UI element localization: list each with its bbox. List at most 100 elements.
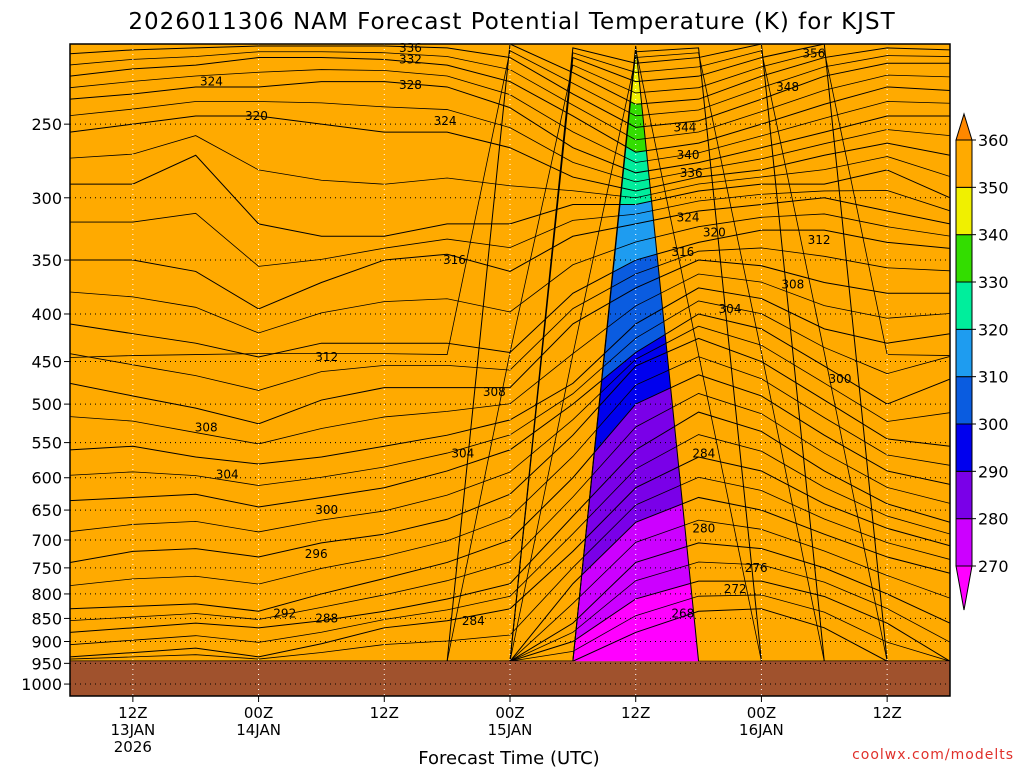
colorbar-label: 340 xyxy=(978,226,1009,245)
y-tick-label: 250 xyxy=(31,115,62,134)
colorbar-segment xyxy=(955,470,973,520)
isentrope-326 xyxy=(70,101,950,183)
contour-label: 336 xyxy=(680,166,703,180)
contour-label: 272 xyxy=(724,582,747,596)
y-tick-label: 800 xyxy=(31,585,62,604)
contour-label: 324 xyxy=(677,210,700,224)
contour-label: 304 xyxy=(451,446,474,460)
colorbar-label: 360 xyxy=(978,131,1009,150)
x-tick-label: 00Z xyxy=(495,704,524,722)
isentrope-314 xyxy=(70,213,950,334)
isentrope-282 xyxy=(70,476,950,660)
ground-surface xyxy=(70,661,950,696)
colorbar-segment xyxy=(955,423,973,472)
colorbar-min-arrow xyxy=(955,565,973,611)
colorbar-label: 320 xyxy=(978,320,1009,339)
contour-label: 324 xyxy=(434,114,457,128)
y-tick-label: 550 xyxy=(31,434,62,453)
x-tick-label: 13JAN xyxy=(110,721,155,739)
y-tick-label: 450 xyxy=(31,353,62,372)
chart-title: 2026011306 NAM Forecast Potential Temper… xyxy=(128,9,895,35)
isentrope-356 xyxy=(70,45,950,662)
colorbar-label: 270 xyxy=(978,557,1009,576)
colorbar-label: 290 xyxy=(978,462,1009,481)
isentrope-338 xyxy=(70,50,950,358)
contour-label: 308 xyxy=(781,278,804,292)
colorbar-segment xyxy=(955,186,973,236)
x-tick-label: 14JAN xyxy=(236,721,281,739)
contour-label: 328 xyxy=(399,78,422,92)
isentrope-328 xyxy=(70,81,950,174)
contour-label: 300 xyxy=(829,372,852,386)
colorbar-label: 330 xyxy=(978,273,1009,292)
contour-label: 312 xyxy=(315,350,338,364)
contour-labels: 3363323283243243203563483443403363243203… xyxy=(195,41,852,628)
contour-label: 284 xyxy=(462,614,485,628)
y-tick-label: 600 xyxy=(31,469,62,488)
x-tick-label: 00Z xyxy=(244,704,273,722)
contour-label: 320 xyxy=(245,109,268,123)
contour-label: 316 xyxy=(443,253,466,267)
contour-label: 316 xyxy=(671,245,694,259)
isentrope-298 xyxy=(70,325,950,533)
x-tick-label: 2026 xyxy=(114,738,152,756)
y-tick-label: 750 xyxy=(31,559,62,578)
contour-label: 276 xyxy=(745,561,768,575)
y-tick-label: 300 xyxy=(31,189,62,208)
isentrope-332 xyxy=(70,57,950,153)
isentrope-316 xyxy=(70,197,950,310)
x-axis-label: Forecast Time (UTC) xyxy=(418,748,599,768)
contour-label: 308 xyxy=(483,385,506,399)
colorbar-segment xyxy=(955,281,973,330)
x-tick-label: 12Z xyxy=(621,704,650,722)
y-tick-label: 850 xyxy=(31,609,62,628)
contour-label: 268 xyxy=(671,607,694,621)
isentrope-318 xyxy=(70,190,950,267)
colorbar-max-arrow xyxy=(955,112,973,141)
x-tick-label: 12Z xyxy=(872,704,901,722)
x-tick-label: 12Z xyxy=(370,704,399,722)
colorbar: 270 280 290 300 310 320 330 340 350 360 xyxy=(955,112,1009,611)
y-tick-label: 350 xyxy=(31,251,62,270)
contour-label: 332 xyxy=(399,52,422,66)
colorbar-segment xyxy=(955,328,973,378)
colorbar-segment xyxy=(955,518,973,567)
isentrope-324 xyxy=(70,115,950,192)
contour-label: 304 xyxy=(216,467,239,481)
y-tick-label: 400 xyxy=(31,305,62,324)
isentrope-308 xyxy=(70,259,950,425)
isentrope-286 xyxy=(70,434,950,646)
colorbar-label: 350 xyxy=(978,178,1009,197)
x-tick-label: 15JAN xyxy=(488,721,533,739)
colorbar-segment xyxy=(955,376,973,425)
contour-label: 300 xyxy=(315,503,338,517)
y-tick-label: 950 xyxy=(31,654,62,673)
y-tick-label: 700 xyxy=(31,531,62,550)
colorbar-label: 280 xyxy=(978,510,1009,529)
contour-label: 324 xyxy=(200,75,223,89)
colorbar-segment xyxy=(955,234,973,283)
isentrope-290 xyxy=(70,393,950,622)
isentrope-336 xyxy=(70,45,950,128)
colorbar-label: 300 xyxy=(978,415,1009,434)
colorbar-label: 310 xyxy=(978,368,1009,387)
credit-text: coolwx.com/modelts xyxy=(852,747,1014,763)
contour-label: 284 xyxy=(692,446,715,460)
y-tick-label: 500 xyxy=(31,395,62,414)
contour-label: 280 xyxy=(692,521,715,535)
contour-label: 292 xyxy=(273,607,296,621)
y-axis-ticks: 250 300 350 400 450 500 550 600 650 700 750 800 850 9… xyxy=(21,115,70,694)
y-tick-label: 1000 xyxy=(21,675,62,694)
colorbar-segment xyxy=(955,139,973,188)
y-tick-label: 650 xyxy=(31,501,62,520)
contour-label: 288 xyxy=(315,611,338,625)
contour-label: 344 xyxy=(673,120,696,134)
contour-label: 320 xyxy=(703,226,726,240)
x-tick-label: 16JAN xyxy=(739,721,784,739)
grid-lines xyxy=(70,44,950,696)
contour-label: 356 xyxy=(802,47,825,61)
isentrope-294 xyxy=(70,356,950,587)
isentrope-284 xyxy=(70,456,950,658)
contour-label: 296 xyxy=(305,547,328,561)
